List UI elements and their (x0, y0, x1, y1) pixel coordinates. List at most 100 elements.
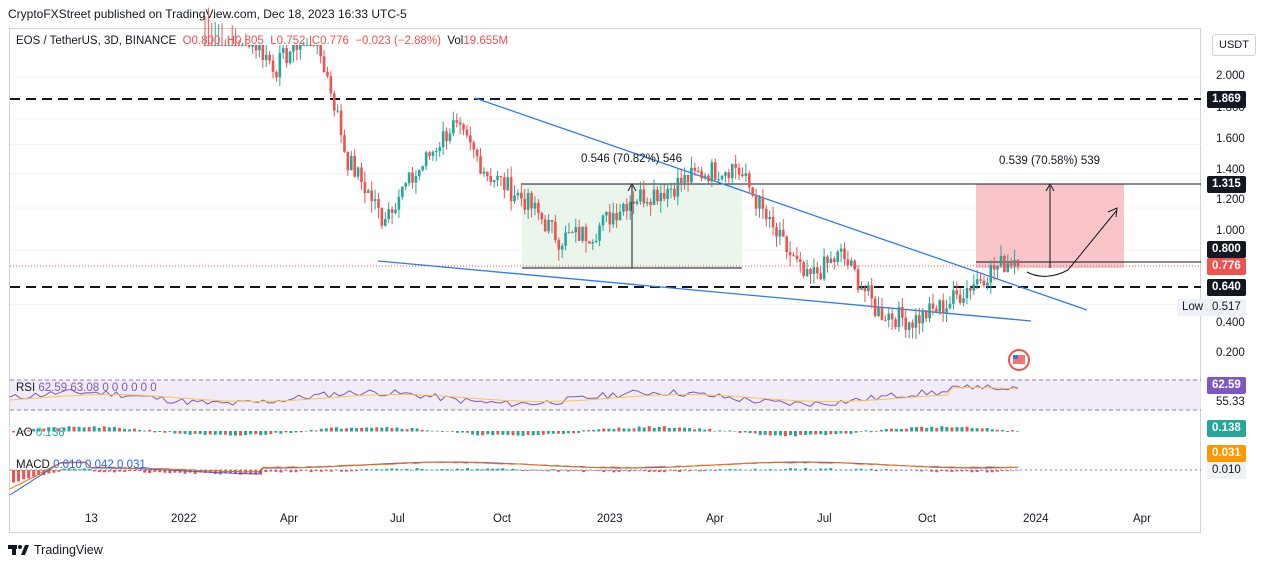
macd-hist-bar (133, 470, 137, 471)
ao-bar (617, 427, 621, 432)
xtick-2023: 2023 (597, 513, 623, 525)
ao-bar (153, 431, 157, 433)
ao-bar (350, 427, 354, 432)
candle-body (676, 177, 680, 197)
candle-body (751, 187, 754, 196)
tag-low-label: Low (1177, 299, 1209, 316)
macd-hist-bar (874, 470, 878, 472)
ao-bar (728, 430, 732, 432)
ao-bar (435, 430, 439, 432)
ao-bar (794, 431, 798, 437)
candle-body (594, 240, 598, 242)
macd-hist-bar (778, 469, 782, 471)
candle-body (754, 195, 758, 209)
tag-low-value: 0.517 (1207, 299, 1246, 316)
macd-hist-bar (753, 468, 757, 471)
candle-body (217, 45, 220, 46)
macd-label: MACD (16, 459, 50, 471)
ao-bar (582, 430, 586, 432)
macd-hist-bar (289, 470, 293, 473)
ao-bar (935, 427, 939, 432)
ao-bar (289, 431, 293, 433)
candle-body (822, 256, 826, 280)
ao-bar (844, 431, 848, 434)
macd-hist-bar (344, 470, 348, 472)
footer-text: TradingView (34, 543, 103, 557)
macd-hist-bar (985, 470, 989, 473)
candle-body (244, 45, 248, 46)
ao-bar (87, 427, 91, 432)
macd-hist-bar (915, 470, 919, 471)
candle-body (319, 45, 322, 57)
macd-values: 0.010 0.042 0.031 (53, 459, 146, 471)
candle-body (622, 203, 625, 212)
ao-bar (672, 428, 676, 432)
ao-bar (329, 427, 333, 432)
candle-body (986, 282, 989, 286)
macd-hist-bar (501, 468, 505, 471)
candle-body (591, 241, 595, 244)
macd-hist-bar (365, 469, 369, 471)
ao-bar (128, 429, 132, 432)
macd-hist-bar (688, 470, 692, 472)
candle-body (394, 209, 397, 214)
candle-body (1009, 263, 1013, 266)
macd-hist-bar (203, 470, 207, 473)
ao-bar (612, 428, 616, 432)
candle-body (904, 317, 908, 330)
macd-hist-bar (703, 470, 707, 472)
candle-body (499, 175, 503, 178)
macd-hist-bar (339, 470, 343, 472)
macd-hist-bar (763, 469, 767, 471)
ao-bar (849, 431, 853, 434)
ao-bar (334, 427, 338, 432)
candle-body (955, 290, 959, 295)
macd-hist-bar (410, 469, 414, 471)
ao-bar (572, 431, 576, 434)
macd-hist-bar (748, 469, 752, 471)
candle-body (513, 195, 516, 202)
macd-hist-bar (905, 469, 909, 471)
ao-bar (133, 428, 137, 432)
ao-bar (319, 428, 323, 432)
ytick-1600: 1.600 (1216, 133, 1245, 145)
macd-hist-bar (783, 469, 787, 471)
candle-body (336, 110, 339, 112)
ao-bar (592, 429, 596, 432)
ao-bar (945, 427, 949, 432)
candle-body (247, 45, 251, 47)
candle-body (816, 267, 819, 274)
macd-hist-bar (622, 470, 626, 471)
candle-body (441, 131, 445, 148)
candle-body (941, 300, 945, 314)
candle-body (693, 167, 697, 171)
ao-bar (37, 429, 41, 432)
ao-bar (203, 431, 207, 435)
ao-bar (910, 427, 914, 432)
ytick-2000: 2.000 (1216, 70, 1245, 82)
ao-bar (778, 431, 782, 436)
footer-logo[interactable]: TradingView (8, 543, 103, 557)
candle-body (281, 48, 285, 53)
candle-body (526, 193, 530, 210)
macd-hist-bar (72, 468, 76, 471)
macd-hist-bar (572, 470, 576, 471)
candle-body (982, 280, 986, 286)
ao-bar (854, 431, 858, 433)
candle-body (873, 298, 877, 317)
candle-body (788, 251, 792, 256)
candle-body (584, 226, 588, 242)
ao-bar (27, 430, 31, 432)
macd-hist-bar (405, 468, 409, 471)
ao-bar (1000, 430, 1004, 432)
ytick-0200: 0.200 (1216, 347, 1245, 359)
candle-body (496, 175, 499, 181)
macd-hist-bar (844, 469, 848, 471)
symbol-legend[interactable]: EOS / TetherUS, 3D, BINANCE O0.800 H0.80… (16, 35, 508, 47)
ao-bar (723, 430, 727, 432)
candle-body (730, 164, 734, 179)
macd-hist-bar (960, 470, 964, 472)
ytick-1200: 1.200 (1216, 194, 1245, 206)
currency-button[interactable]: USDT (1212, 34, 1256, 56)
